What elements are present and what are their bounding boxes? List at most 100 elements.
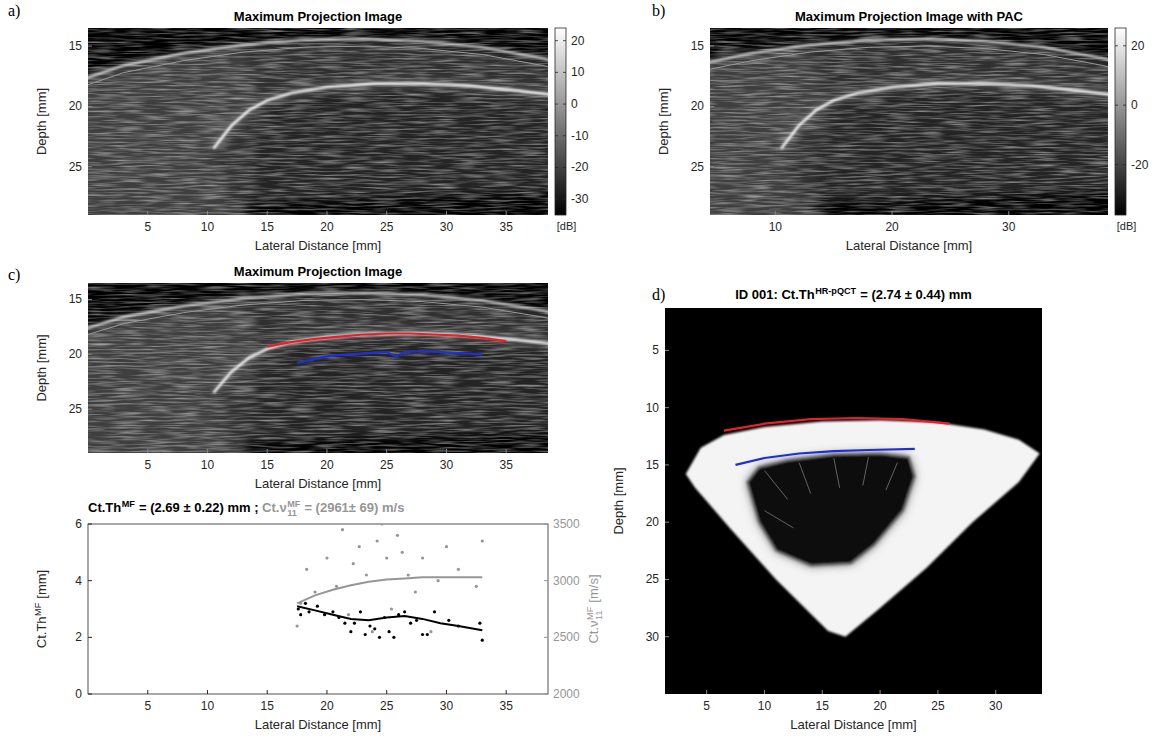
y-tick-label: 20 (69, 347, 83, 361)
data-point (359, 610, 362, 613)
y-axis-title: Depth [mm] (611, 467, 626, 534)
data-point (364, 633, 367, 636)
speckle (88, 28, 548, 215)
x-tick (147, 211, 148, 215)
data-point (392, 636, 395, 639)
x-tick-label: 5 (144, 220, 151, 234)
y-axis-title: Depth [mm] (611, 467, 626, 534)
x-tick (386, 211, 387, 215)
data-point (316, 605, 319, 608)
x-axis-title: Lateral Distance [mm] (790, 717, 916, 732)
boundary-line (736, 449, 915, 465)
x-axis-title: Lateral Distance [mm] (846, 238, 972, 253)
panel-letter: d) (652, 286, 665, 304)
x-tick-label: 15 (261, 458, 275, 472)
y-tick (88, 694, 92, 695)
data-point (341, 528, 344, 531)
y-tick (88, 524, 92, 525)
trabecula (886, 463, 898, 491)
speckle (88, 283, 548, 453)
x-tick (506, 690, 507, 694)
data-point (378, 636, 381, 639)
x-tick (775, 211, 776, 215)
panel: d)ID 001: Ct.ThHR-pQCT = (2.74 ± 0.44) m… (611, 286, 1042, 732)
bone-echo (214, 334, 549, 393)
y-tick-label: 6 (75, 517, 82, 531)
y-tick (710, 46, 714, 47)
data-point (343, 622, 346, 625)
y2-tick (544, 694, 548, 695)
y-axis-title: Depth [mm] (34, 88, 49, 155)
y-axis-title: Depth [mm] (34, 334, 49, 401)
bone-echo (781, 84, 1108, 149)
y-tick-label: 25 (69, 160, 83, 174)
colorbar-tick (555, 167, 558, 168)
plot-title: = (2.69 ± 0.22) mm ; (135, 500, 262, 515)
data-point (325, 556, 328, 559)
colorbar-tick-label: 0 (1131, 98, 1138, 112)
y-tick (665, 407, 669, 408)
panel-title: ID 001: Ct.Th (735, 287, 815, 302)
y2-tick (544, 580, 548, 581)
x-tick-label: 25 (380, 699, 394, 713)
y-tick-label: 0 (75, 687, 82, 701)
data-point (403, 610, 406, 613)
x-tick-label: 10 (201, 220, 215, 234)
panel-letter: c) (8, 266, 20, 284)
colorbar-tick (563, 167, 566, 168)
y-tick (88, 106, 92, 107)
x-tick (764, 690, 765, 694)
x-tick-label: 25 (380, 220, 394, 234)
boundary-line (267, 334, 506, 347)
panel-title: = (2.74 ± 0.44) mm (857, 287, 972, 302)
y-tick-label: 15 (69, 39, 83, 53)
plot-title: 11 (287, 508, 297, 518)
panel-title: Maximum Projection Image with PAC (795, 9, 1024, 24)
plot-marks (295, 524, 483, 642)
colorbar-tick (555, 135, 558, 136)
y-axis-title: Depth [mm] (34, 334, 49, 401)
x-axis-title: Lateral Distance [mm] (255, 238, 381, 253)
data-point (433, 610, 436, 613)
y-tick (88, 46, 92, 47)
colorbar-tick-label: 10 (571, 65, 585, 79)
x-tick-label: 35 (500, 699, 514, 713)
y2-tick-label: 3000 (553, 574, 580, 588)
colorbar-tick-label: 0 (571, 97, 578, 111)
colorbar-tick (1123, 164, 1126, 165)
x-axis-title: Lateral Distance [mm] (255, 476, 381, 491)
x-axis-title: Lateral Distance [mm] (255, 717, 381, 732)
colorbar-tick (555, 72, 558, 73)
data-point (481, 639, 484, 642)
x-axis-title: Lateral Distance [mm] (790, 717, 916, 732)
colorbar-label: [dB] (1117, 220, 1137, 232)
trend-line (297, 606, 482, 630)
x-tick-label: 20 (320, 220, 334, 234)
panel-title: Maximum Projection Image (234, 9, 402, 24)
y-axis-title: Depth [mm] (656, 88, 671, 155)
colorbar-tick-label: -10 (571, 129, 589, 143)
trabecula (765, 511, 794, 528)
data-point (299, 613, 302, 616)
data-point (335, 585, 338, 588)
plot-title: Ct.ThMF = (2.69 ± 0.22) mm ; (88, 499, 262, 515)
bone-echo (214, 84, 549, 149)
data-point (385, 556, 388, 559)
image-ground (665, 308, 1042, 694)
x-tick (207, 690, 208, 694)
data-point (305, 568, 308, 571)
x-tick (446, 449, 447, 453)
data-point (368, 624, 371, 627)
plot-title: = (2961± 69) m/s (301, 500, 405, 515)
colorbar-tick (1123, 45, 1126, 46)
y-tick-label: 15 (691, 39, 705, 53)
bone-echo (214, 334, 549, 393)
bone-echo (214, 84, 549, 149)
data-point (457, 568, 460, 571)
y-tick-label: 15 (646, 458, 660, 472)
x-tick (386, 449, 387, 453)
panel: a)Maximum Projection Image5101520253035L… (8, 2, 589, 253)
y2-tick (544, 524, 548, 525)
x-tick-label: 5 (144, 458, 151, 472)
x-axis-title: Lateral Distance [mm] (846, 238, 972, 253)
